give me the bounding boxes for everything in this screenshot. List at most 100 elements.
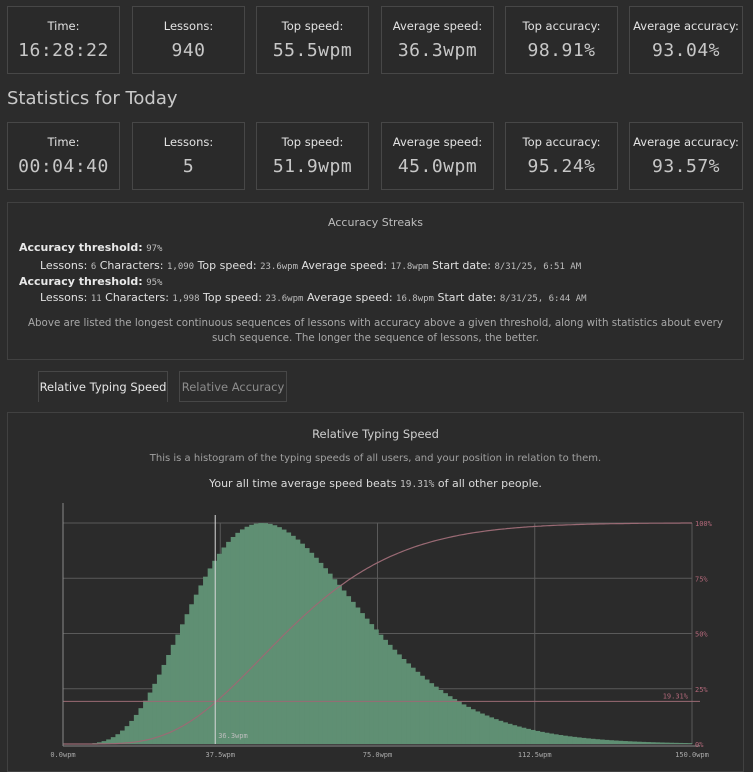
histogram-bar xyxy=(239,529,245,744)
histogram-bar xyxy=(627,741,633,744)
histogram-bar xyxy=(572,736,578,744)
stat-box-time: Time: 00:04:40 xyxy=(7,122,120,190)
histogram-bar xyxy=(447,696,453,744)
histogram-bar xyxy=(350,601,356,744)
histogram-bar xyxy=(295,539,301,744)
histogram-bar xyxy=(618,740,624,744)
streak-details: Lessons: 11 Characters: 1,998 Top speed:… xyxy=(40,291,587,304)
histogram-bar xyxy=(456,701,462,744)
histogram-bar xyxy=(475,711,481,744)
histogram-bar xyxy=(276,527,282,744)
histogram-bar xyxy=(129,720,135,744)
x-tick-label: 112.5wpm xyxy=(518,751,552,759)
histogram-bar xyxy=(332,579,338,744)
x-tick-label: 0.0wpm xyxy=(50,751,75,759)
histogram-bar xyxy=(507,723,513,744)
tab-relative-typing-speed[interactable]: Relative Typing Speed xyxy=(38,371,168,402)
percent-tick-label: 50% xyxy=(695,631,708,639)
stat-label: Top accuracy: xyxy=(522,19,601,33)
histogram-bar xyxy=(558,735,564,744)
lessons-label: Lessons: xyxy=(40,259,88,272)
histogram-bar xyxy=(410,667,416,744)
histogram-bar xyxy=(133,714,139,744)
histogram-bar xyxy=(203,576,209,744)
histogram-bar xyxy=(484,715,490,744)
speed-histogram-chart: 0.0wpm 37.5wpm 75.0wpm 112.5wpm 150.0wpm 0% 25… xyxy=(50,503,713,759)
chart-heading: Relative Typing Speed xyxy=(312,427,439,441)
histogram-bar xyxy=(281,529,287,744)
threshold-label: Accuracy threshold: xyxy=(19,275,143,288)
histogram-bar xyxy=(521,727,527,744)
histogram-bar xyxy=(115,734,121,744)
histogram-bar xyxy=(433,686,439,744)
histogram-bar xyxy=(364,618,370,744)
histogram-bar xyxy=(138,708,144,744)
avg-speed-label: Average speed: xyxy=(306,291,393,304)
histogram-bar xyxy=(544,732,550,744)
chart-description: This is a histogram of the typing speeds… xyxy=(149,453,602,464)
streak-threshold: Accuracy threshold: 97% xyxy=(19,241,162,254)
histogram-bar xyxy=(373,629,379,744)
histogram-bar xyxy=(304,548,310,744)
stat-value: 95.24% xyxy=(527,156,596,177)
stat-value: 93.57% xyxy=(651,156,721,177)
stat-value: 93.04% xyxy=(651,40,721,61)
stat-label: Average accuracy: xyxy=(633,135,739,149)
stat-value: 00:04:40 xyxy=(18,156,109,177)
stat-value: 98.91% xyxy=(527,40,596,61)
histogram-bar xyxy=(258,523,264,744)
cumulative-curve xyxy=(63,522,692,745)
your-speed-label: 36.3wpm xyxy=(218,732,248,740)
start-date-label: Start date: xyxy=(437,291,497,304)
histogram-bar xyxy=(175,634,181,744)
histogram-bar xyxy=(613,740,619,744)
stat-box-top-speed: Top speed: 55.5wpm xyxy=(256,6,369,74)
histogram-bar xyxy=(655,742,661,744)
histogram-bar xyxy=(184,614,190,744)
histogram-bar xyxy=(622,741,628,744)
histogram-bar xyxy=(659,742,665,744)
characters-label: Characters: xyxy=(99,259,164,272)
stat-label: Lessons: xyxy=(163,135,214,149)
histogram-bar xyxy=(673,742,679,744)
stat-label: Time: xyxy=(47,135,80,149)
histogram-bar xyxy=(272,525,278,744)
tab-relative-accuracy[interactable]: Relative Accuracy xyxy=(179,371,287,402)
histogram-bar xyxy=(502,722,508,744)
stat-label: Top speed: xyxy=(281,135,344,149)
stat-label: Top speed: xyxy=(281,19,344,33)
histogram-bar xyxy=(230,536,236,744)
histogram-bar xyxy=(406,663,412,744)
start-date-value: 8/31/25, 6:51 AM xyxy=(494,262,582,272)
characters-label: Characters: xyxy=(105,291,169,304)
histogram-bar xyxy=(539,731,545,744)
histogram-bar xyxy=(567,736,573,744)
beat-value: 19.31% xyxy=(400,479,435,490)
stat-label: Average accuracy: xyxy=(633,19,739,33)
histogram-bar xyxy=(216,553,222,744)
avg-speed-label: Average speed: xyxy=(301,259,388,272)
stat-value: 45.0wpm xyxy=(397,156,478,177)
histogram-bar xyxy=(179,624,186,744)
histogram-bar xyxy=(249,524,255,744)
histogram-bar xyxy=(516,726,522,744)
histogram-bar xyxy=(438,689,444,744)
stat-value: 51.9wpm xyxy=(272,156,353,177)
today-section-title: Statistics for Today xyxy=(7,88,178,109)
lessons-value: 11 xyxy=(90,294,102,304)
stat-label: Average speed: xyxy=(392,19,483,33)
histogram-bar xyxy=(143,700,149,744)
x-tick-label: 150.0wpm xyxy=(675,751,709,759)
histogram-bar xyxy=(253,523,259,744)
histogram-bar xyxy=(687,743,693,744)
histogram-bar xyxy=(419,675,425,744)
stat-value: 36.3wpm xyxy=(397,40,478,61)
histogram-bar xyxy=(581,737,587,744)
top-speed-label: Top speed: xyxy=(197,259,257,272)
histogram-bar xyxy=(378,634,384,744)
stat-box-average-accuracy: Average accuracy: 93.04% xyxy=(629,6,743,74)
lessons-value: 6 xyxy=(90,262,97,272)
histogram-bar xyxy=(525,728,531,744)
histogram-bar xyxy=(493,719,499,744)
histogram-bar xyxy=(101,741,107,744)
